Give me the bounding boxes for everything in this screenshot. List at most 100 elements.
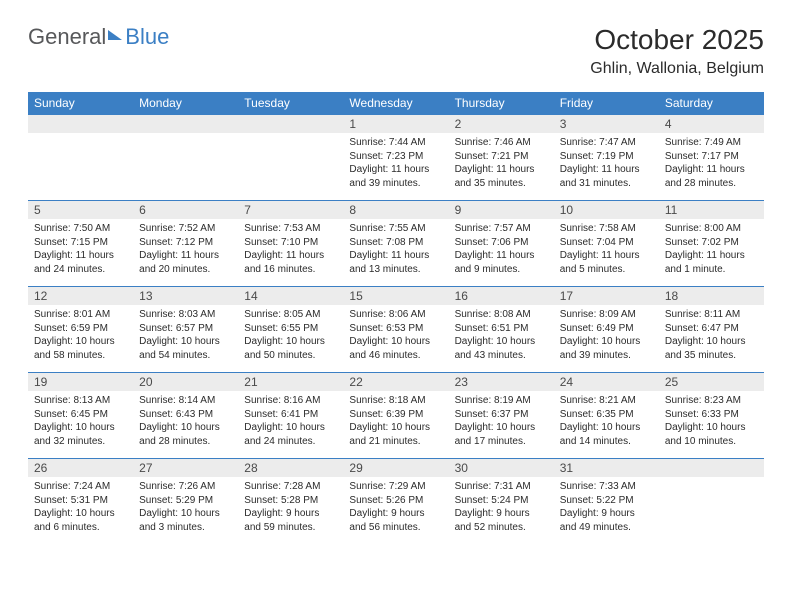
- daylight-text: Daylight: 9 hours and 59 minutes.: [244, 507, 337, 534]
- day-details: Sunrise: 8:01 AMSunset: 6:59 PMDaylight:…: [28, 305, 133, 365]
- day-details: Sunrise: 8:11 AMSunset: 6:47 PMDaylight:…: [659, 305, 764, 365]
- daylight-text: Daylight: 11 hours and 20 minutes.: [139, 249, 232, 276]
- daylight-text: Daylight: 9 hours and 49 minutes.: [560, 507, 653, 534]
- daylight-text: Daylight: 10 hours and 6 minutes.: [34, 507, 127, 534]
- sunset-text: Sunset: 6:53 PM: [349, 322, 442, 336]
- day-number: 22: [343, 373, 448, 391]
- logo-text-gray: General: [28, 24, 106, 50]
- daylight-text: Daylight: 11 hours and 31 minutes.: [560, 163, 653, 190]
- daylight-text: Daylight: 11 hours and 39 minutes.: [349, 163, 442, 190]
- sunrise-text: Sunrise: 8:14 AM: [139, 394, 232, 408]
- sunset-text: Sunset: 7:21 PM: [455, 150, 548, 164]
- day-details: Sunrise: 7:55 AMSunset: 7:08 PMDaylight:…: [343, 219, 448, 279]
- day-details: Sunrise: 7:44 AMSunset: 7:23 PMDaylight:…: [343, 133, 448, 193]
- day-number: 16: [449, 287, 554, 305]
- sunset-text: Sunset: 7:19 PM: [560, 150, 653, 164]
- daylight-text: Daylight: 10 hours and 46 minutes.: [349, 335, 442, 362]
- calendar-week-row: 1Sunrise: 7:44 AMSunset: 7:23 PMDaylight…: [28, 115, 764, 201]
- sunset-text: Sunset: 7:17 PM: [665, 150, 758, 164]
- calendar-day-cell: 17Sunrise: 8:09 AMSunset: 6:49 PMDayligh…: [554, 287, 659, 373]
- day-details: Sunrise: 7:50 AMSunset: 7:15 PMDaylight:…: [28, 219, 133, 279]
- calendar-day-cell: 12Sunrise: 8:01 AMSunset: 6:59 PMDayligh…: [28, 287, 133, 373]
- calendar-day-cell: 28Sunrise: 7:28 AMSunset: 5:28 PMDayligh…: [238, 459, 343, 545]
- sunset-text: Sunset: 6:39 PM: [349, 408, 442, 422]
- day-number: 17: [554, 287, 659, 305]
- day-number: 21: [238, 373, 343, 391]
- sunrise-text: Sunrise: 7:29 AM: [349, 480, 442, 494]
- sunrise-text: Sunrise: 8:21 AM: [560, 394, 653, 408]
- daylight-text: Daylight: 10 hours and 43 minutes.: [455, 335, 548, 362]
- calendar-day-cell: [133, 115, 238, 201]
- daylight-text: Daylight: 11 hours and 9 minutes.: [455, 249, 548, 276]
- sunset-text: Sunset: 6:47 PM: [665, 322, 758, 336]
- day-number: 6: [133, 201, 238, 219]
- day-details: Sunrise: 7:47 AMSunset: 7:19 PMDaylight:…: [554, 133, 659, 193]
- daylight-text: Daylight: 9 hours and 56 minutes.: [349, 507, 442, 534]
- day-details: Sunrise: 7:26 AMSunset: 5:29 PMDaylight:…: [133, 477, 238, 537]
- calendar-day-cell: 18Sunrise: 8:11 AMSunset: 6:47 PMDayligh…: [659, 287, 764, 373]
- sunset-text: Sunset: 6:41 PM: [244, 408, 337, 422]
- calendar-day-cell: 5Sunrise: 7:50 AMSunset: 7:15 PMDaylight…: [28, 201, 133, 287]
- calendar-day-cell: [238, 115, 343, 201]
- sunrise-text: Sunrise: 8:05 AM: [244, 308, 337, 322]
- calendar-day-cell: 9Sunrise: 7:57 AMSunset: 7:06 PMDaylight…: [449, 201, 554, 287]
- calendar-day-cell: [28, 115, 133, 201]
- day-number: 8: [343, 201, 448, 219]
- day-number: 3: [554, 115, 659, 133]
- sunset-text: Sunset: 6:59 PM: [34, 322, 127, 336]
- calendar-day-cell: 26Sunrise: 7:24 AMSunset: 5:31 PMDayligh…: [28, 459, 133, 545]
- sunset-text: Sunset: 6:55 PM: [244, 322, 337, 336]
- sunset-text: Sunset: 6:33 PM: [665, 408, 758, 422]
- day-number: 10: [554, 201, 659, 219]
- day-details: Sunrise: 8:05 AMSunset: 6:55 PMDaylight:…: [238, 305, 343, 365]
- calendar-week-row: 12Sunrise: 8:01 AMSunset: 6:59 PMDayligh…: [28, 287, 764, 373]
- day-number: 25: [659, 373, 764, 391]
- day-details: Sunrise: 7:31 AMSunset: 5:24 PMDaylight:…: [449, 477, 554, 537]
- day-details: Sunrise: 7:58 AMSunset: 7:04 PMDaylight:…: [554, 219, 659, 279]
- day-number: 2: [449, 115, 554, 133]
- calendar-week-row: 26Sunrise: 7:24 AMSunset: 5:31 PMDayligh…: [28, 459, 764, 545]
- daylight-text: Daylight: 11 hours and 35 minutes.: [455, 163, 548, 190]
- calendar-day-cell: [659, 459, 764, 545]
- sunrise-text: Sunrise: 8:06 AM: [349, 308, 442, 322]
- day-number-bar: [659, 459, 764, 477]
- day-details: Sunrise: 8:14 AMSunset: 6:43 PMDaylight:…: [133, 391, 238, 451]
- sunrise-text: Sunrise: 7:47 AM: [560, 136, 653, 150]
- sunset-text: Sunset: 7:02 PM: [665, 236, 758, 250]
- sunrise-text: Sunrise: 8:16 AM: [244, 394, 337, 408]
- logo: General Blue: [28, 24, 169, 50]
- day-details: Sunrise: 7:46 AMSunset: 7:21 PMDaylight:…: [449, 133, 554, 193]
- day-number: 5: [28, 201, 133, 219]
- day-details: Sunrise: 7:57 AMSunset: 7:06 PMDaylight:…: [449, 219, 554, 279]
- sunset-text: Sunset: 6:37 PM: [455, 408, 548, 422]
- day-number: 15: [343, 287, 448, 305]
- sunset-text: Sunset: 5:28 PM: [244, 494, 337, 508]
- daylight-text: Daylight: 11 hours and 16 minutes.: [244, 249, 337, 276]
- day-number-bar: [133, 115, 238, 133]
- calendar-day-cell: 16Sunrise: 8:08 AMSunset: 6:51 PMDayligh…: [449, 287, 554, 373]
- sunrise-text: Sunrise: 7:28 AM: [244, 480, 337, 494]
- sunset-text: Sunset: 7:23 PM: [349, 150, 442, 164]
- daylight-text: Daylight: 11 hours and 13 minutes.: [349, 249, 442, 276]
- month-title: October 2025: [590, 24, 764, 56]
- sunset-text: Sunset: 6:45 PM: [34, 408, 127, 422]
- sunrise-text: Sunrise: 8:19 AM: [455, 394, 548, 408]
- day-details: Sunrise: 7:53 AMSunset: 7:10 PMDaylight:…: [238, 219, 343, 279]
- day-number: 4: [659, 115, 764, 133]
- day-number: 30: [449, 459, 554, 477]
- day-number: 12: [28, 287, 133, 305]
- sunrise-text: Sunrise: 7:49 AM: [665, 136, 758, 150]
- day-details: Sunrise: 7:24 AMSunset: 5:31 PMDaylight:…: [28, 477, 133, 537]
- calendar-week-row: 19Sunrise: 8:13 AMSunset: 6:45 PMDayligh…: [28, 373, 764, 459]
- location: Ghlin, Wallonia, Belgium: [590, 60, 764, 78]
- day-number: 31: [554, 459, 659, 477]
- day-number: 23: [449, 373, 554, 391]
- sunrise-text: Sunrise: 7:57 AM: [455, 222, 548, 236]
- daylight-text: Daylight: 10 hours and 14 minutes.: [560, 421, 653, 448]
- day-header: Friday: [554, 92, 659, 115]
- daylight-text: Daylight: 11 hours and 5 minutes.: [560, 249, 653, 276]
- sunrise-text: Sunrise: 8:11 AM: [665, 308, 758, 322]
- day-number: 1: [343, 115, 448, 133]
- calendar-day-cell: 6Sunrise: 7:52 AMSunset: 7:12 PMDaylight…: [133, 201, 238, 287]
- day-details: Sunrise: 8:23 AMSunset: 6:33 PMDaylight:…: [659, 391, 764, 451]
